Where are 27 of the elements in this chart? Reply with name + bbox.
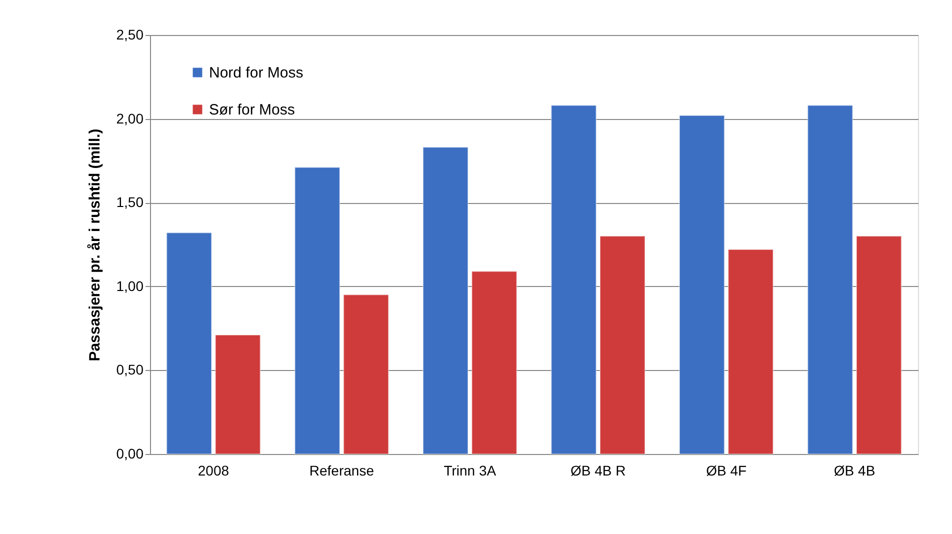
bar bbox=[422, 146, 468, 454]
bar bbox=[550, 104, 597, 454]
x-tick-label: 2008 bbox=[198, 462, 230, 478]
x-tick-label: ØB 4B R bbox=[570, 462, 626, 478]
x-tick-label: ØB 4B bbox=[834, 462, 876, 478]
y-tick-label: 2,00 bbox=[116, 110, 144, 126]
y-tick-label: 0,50 bbox=[116, 362, 144, 378]
y-axis-title: Passasjerer pr. år i rushtid (mill.) bbox=[86, 128, 104, 362]
bar bbox=[600, 236, 646, 454]
bar bbox=[166, 232, 212, 454]
legend-label: Sør for Moss bbox=[209, 102, 295, 118]
bar bbox=[728, 249, 774, 454]
bar bbox=[807, 104, 854, 454]
bar bbox=[679, 114, 725, 454]
x-tick-label: ØB 4F bbox=[706, 462, 747, 478]
bar bbox=[856, 236, 902, 454]
y-tick-label: 1,00 bbox=[116, 278, 144, 294]
bar bbox=[214, 334, 261, 454]
y-tick-label: 1,50 bbox=[116, 194, 144, 210]
legend-label: Nord for Moss bbox=[209, 64, 304, 82]
bar bbox=[343, 294, 389, 454]
y-tick-label: 2,50 bbox=[116, 26, 144, 42]
x-tick-label: Trinn 3A bbox=[444, 462, 497, 478]
y-tick-label: 0,00 bbox=[116, 446, 144, 462]
bar bbox=[471, 270, 518, 454]
x-tick-label: Referanse bbox=[309, 462, 374, 478]
bar bbox=[294, 166, 340, 454]
